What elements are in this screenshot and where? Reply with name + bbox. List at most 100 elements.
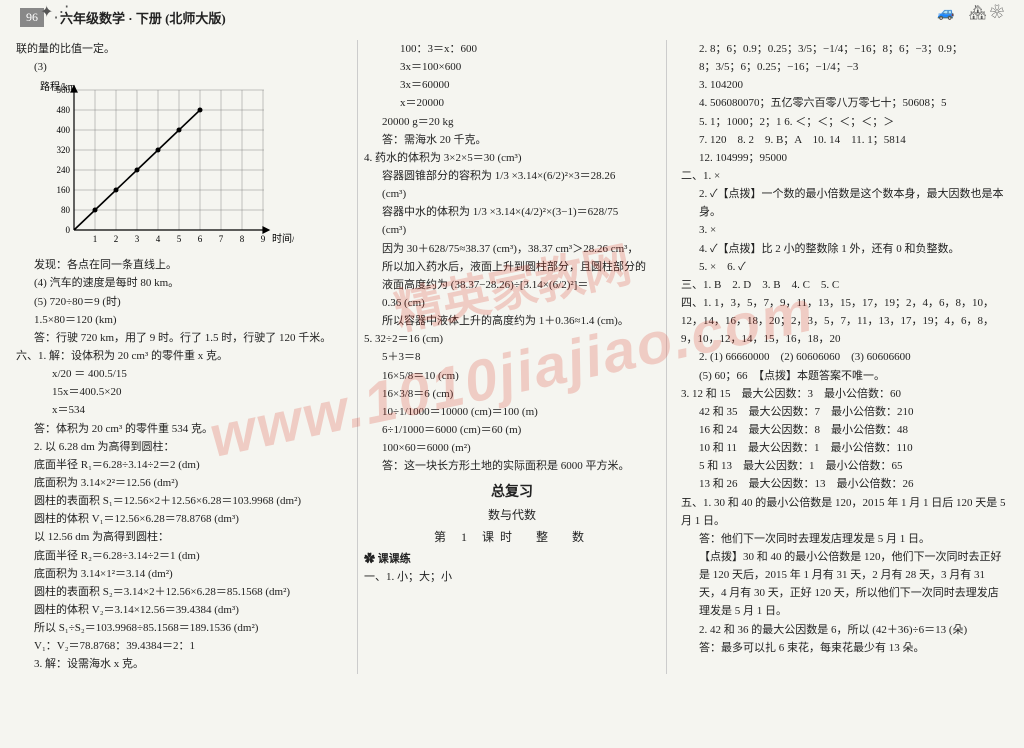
text: 答：需海水 20 千克。: [364, 131, 660, 149]
text: x＝20000: [364, 94, 660, 112]
text: 容器中水的体积为 1/3 ×3.14×(4/2)²×(3−1)＝628/75: [364, 203, 660, 221]
text: 4. 506080070；五亿零六百零八万零七十；50608；5: [681, 94, 1008, 112]
svg-text:4: 4: [156, 234, 161, 244]
svg-text:7: 7: [219, 234, 224, 244]
text: 16 和 24 最大公因数：8 最小公倍数：48: [681, 421, 1008, 439]
svg-text:8: 8: [240, 234, 245, 244]
sub-title: 数与代数: [364, 506, 660, 526]
text: 7. 120 8. 2 9. B；A 10. 14 11. 1；5814: [681, 131, 1008, 149]
text: 答：体积为 20 cm³ 的零件重 534 克。: [16, 420, 343, 438]
text: 所以加入药水后，液面上升到圆柱部分，且圆柱部分的: [364, 258, 660, 276]
text: 发现：各点在同一条直线上。: [16, 256, 343, 274]
svg-text:2: 2: [114, 234, 119, 244]
text: 4. ✓【点拨】比 2 小的整数除 1 外，还有 0 和负整数。: [681, 240, 1008, 258]
column-2: 100：3＝x：600 3x＝100×600 3x＝60000 x＝20000 …: [357, 40, 667, 674]
text: 20000 g＝20 kg: [364, 113, 660, 131]
text: 圆柱的体积 V₁＝12.56×6.28＝78.8768 (dm³): [16, 510, 343, 528]
text: (cm³): [364, 221, 660, 239]
book-title: 六年级数学 · 下册 (北师大版): [60, 8, 226, 27]
svg-text:1: 1: [93, 234, 98, 244]
text: 圆柱的表面积 S₁＝12.56×2＋12.56×6.28＝103.9968 (d…: [16, 492, 343, 510]
text: 100：3＝x：600: [364, 40, 660, 58]
text: 3. 104200: [681, 76, 1008, 94]
text: 二、1. ×: [681, 167, 1008, 185]
text: 所以容器中液体上升的高度约为 1＋0.36≈1.4 (cm)。: [364, 312, 660, 330]
text: 1.5×80＝120 (km): [16, 311, 343, 329]
text: 5 和 13 最大公因数：1 最小公倍数：65: [681, 457, 1008, 475]
line-chart-svg: 路程/km: [34, 80, 294, 250]
text: V₁：V₂＝78.8768：39.4384＝2：1: [16, 637, 343, 655]
chart-distance-time: 路程/km: [34, 80, 343, 250]
text: 5＋3＝8: [364, 348, 660, 366]
text: 2. 42 和 36 的最大公因数是 6，所以 (42＋36)÷6＝13 (朵): [681, 621, 1008, 639]
text: 底面积为 3.14×2²＝12.56 (dm²): [16, 474, 343, 492]
text: 3. 解：设需海水 x 克。: [16, 655, 343, 673]
text: 4. 药水的体积为 3×2×5＝30 (cm³): [364, 149, 660, 167]
text: 答：他们下一次同时去理发店理发是 5 月 1 日。: [681, 530, 1008, 548]
text: 答：最多可以扎 6 束花，每束花最少有 13 朵。: [681, 639, 1008, 657]
text: 5. 1；1000；2；1 6. ＜；＜；＜；＜；＞: [681, 113, 1008, 131]
text: (3): [16, 58, 343, 76]
text: 16×3/8＝6 (cm): [364, 385, 660, 403]
svg-text:480: 480: [57, 105, 71, 115]
text: 底面半径 R₂＝6.28÷3.14÷2＝1 (dm): [16, 547, 343, 565]
text: 底面半径 R₁＝6.28÷3.14÷2＝2 (dm): [16, 456, 343, 474]
svg-text:80: 80: [61, 205, 71, 215]
text: 四、1. 1，3，5，7，9，11，13，15，17，19；2，4，6，8，10…: [681, 294, 1008, 348]
text: 联的量的比值一定。: [16, 40, 343, 58]
text: 底面积为 3.14×1²＝3.14 (dm²): [16, 565, 343, 583]
svg-text:6: 6: [198, 234, 203, 244]
text: 3x＝100×600: [364, 58, 660, 76]
text: 圆柱的表面积 S₂＝3.14×2＋12.56×6.28＝85.1568 (dm²…: [16, 583, 343, 601]
text: (5) 60；66 【点拨】本题答案不唯一。: [681, 367, 1008, 385]
section-title: 总复习: [364, 481, 660, 504]
text: 3. ×: [681, 221, 1008, 239]
text: 5. × 6. ✓: [681, 258, 1008, 276]
text: 容器圆锥部分的容积为 1/3 ×3.14×(6/2)²×3＝28.26: [364, 167, 660, 185]
text: 答：行驶 720 km，用了 9 时。行了 1.5 时，行驶了 120 千米。: [16, 329, 343, 347]
text: 圆柱的体积 V₂＝3.14×12.56＝39.4384 (dm³): [16, 601, 343, 619]
text: (5) 720÷80＝9 (时): [16, 293, 343, 311]
text: 0.36 (cm): [364, 294, 660, 312]
text: 16×5/8＝10 (cm): [364, 367, 660, 385]
svg-text:0: 0: [66, 225, 71, 235]
svg-text:560: 560: [57, 85, 71, 95]
text: 以 12.56 dm 为高得到圆柱：: [16, 528, 343, 546]
text: 2. ✓【点拨】一个数的最小倍数是这个数本身，最大因数也是本身。: [681, 185, 1008, 221]
text: x/20 ＝ 400.5/15: [16, 365, 343, 383]
text: 【点拨】30 和 40 的最小公倍数是 120，他们下一次同时去正好是 120 …: [681, 548, 1008, 621]
text: 答：这一块长方形土地的实际面积是 6000 平方米。: [364, 457, 660, 475]
decor-right-icon: 🚙 🏘 ❀: [937, 2, 1004, 22]
text: 15x＝400.5×20: [16, 383, 343, 401]
text: 8；3/5；6；0.25；−16；−1/4；−3: [681, 58, 1008, 76]
text: 因为 30＋628/75≈38.37 (cm³)，38.37 cm³＞28.26…: [364, 240, 660, 258]
text: 3. 12 和 15 最大公因数：3 最小公倍数：60: [681, 385, 1008, 403]
column-3: 2. 8；6；0.9；0.25；3/5；−1/4；−16；8；6；−3；0.9；…: [675, 40, 1014, 674]
text: 13 和 26 最大公因数：13 最小公倍数：26: [681, 475, 1008, 493]
svg-text:320: 320: [57, 145, 71, 155]
x-axis-label: 时间/时: [272, 232, 294, 245]
lesson-label: ✿ 课课练: [364, 550, 660, 568]
svg-text:9: 9: [261, 234, 266, 244]
text: 42 和 35 最大公因数：7 最小公倍数：210: [681, 403, 1008, 421]
text: 6÷1/1000＝6000 (cm)＝60 (m): [364, 421, 660, 439]
text: 2. 8；6；0.9；0.25；3/5；−1/4；−16；8；6；−3；0.9；: [681, 40, 1008, 58]
text: 10÷1/1000＝10000 (cm)＝100 (m): [364, 403, 660, 421]
text: 12. 104999；95000: [681, 149, 1008, 167]
text: (cm³): [364, 185, 660, 203]
column-1: 联的量的比值一定。 (3) 路程/km: [10, 40, 349, 674]
text: 2. (1) 66660000 (2) 60606060 (3) 6060660…: [681, 348, 1008, 366]
text: 六、1. 解：设体积为 20 cm³ 的零件重 x 克。: [16, 347, 343, 365]
svg-text:160: 160: [57, 185, 71, 195]
svg-text:240: 240: [57, 165, 71, 175]
text: 5. 32÷2＝16 (cm): [364, 330, 660, 348]
text: 五、1. 30 和 40 的最小公倍数是 120，2015 年 1 月 1 日后…: [681, 494, 1008, 530]
text: 三、1. B 2. D 3. B 4. C 5. C: [681, 276, 1008, 294]
svg-text:3: 3: [135, 234, 140, 244]
text: 100×60＝6000 (m²): [364, 439, 660, 457]
lesson-title: 第 1 课时 整 数: [364, 528, 660, 548]
svg-text:5: 5: [177, 234, 182, 244]
text: 一、1. 小；大；小: [364, 568, 660, 586]
text: 3x＝60000: [364, 76, 660, 94]
text: 2. 以 6.28 dm 为高得到圆柱：: [16, 438, 343, 456]
